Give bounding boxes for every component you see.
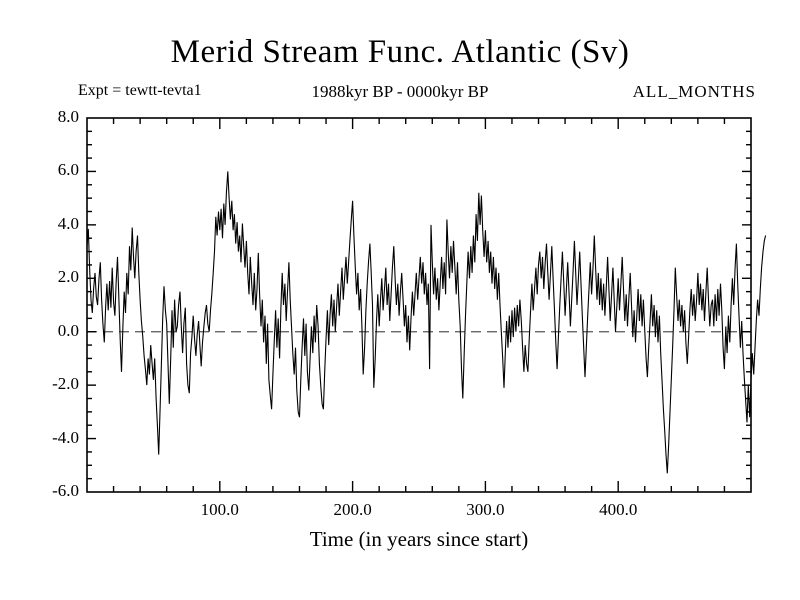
x-tick-label: 400.0 — [599, 500, 638, 519]
y-tick-label: 4.0 — [57, 213, 79, 233]
annotation-row: Expt = tewtt-tevta1 1988kyr BP - 0000kyr… — [0, 82, 800, 104]
y-tick-label: 2.0 — [57, 267, 79, 287]
page-title: Merid Stream Func. Atlantic (Sv) — [170, 34, 630, 70]
y-tick-label: 0.0 — [57, 320, 79, 340]
y-tick-label: -2.0 — [52, 374, 79, 394]
y-tick-label: 8.0 — [57, 107, 79, 126]
experiment-label: Expt = tewtt-tevta1 — [78, 82, 202, 99]
series-line — [86, 171, 767, 474]
y-tick-label: -4.0 — [52, 427, 79, 447]
months-label: ALL_MONTHS — [632, 82, 756, 101]
y-tick-label: -6.0 — [52, 481, 79, 500]
period-label: 1988kyr BP - 0000kyr BP — [311, 82, 489, 101]
x-tick-label: 100.0 — [200, 500, 239, 519]
y-tick-label: 6.0 — [57, 160, 79, 180]
x-tick-label: 200.0 — [333, 500, 372, 519]
x-tick-label: 300.0 — [466, 500, 505, 519]
x-axis-title: Time (in years since start) — [309, 527, 529, 551]
